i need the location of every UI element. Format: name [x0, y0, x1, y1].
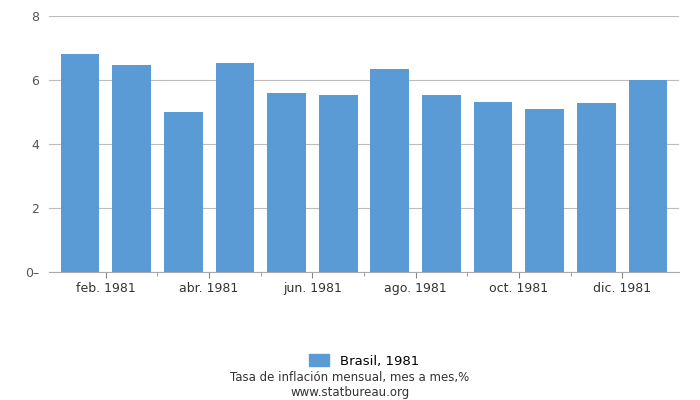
Bar	[216, 63, 254, 272]
Text: Tasa de inflación mensual, mes a mes,%: Tasa de inflación mensual, mes a mes,%	[230, 372, 470, 384]
Bar	[577, 103, 616, 272]
Bar	[370, 69, 410, 272]
Bar	[422, 95, 461, 272]
Bar	[164, 112, 202, 272]
Bar	[318, 95, 358, 272]
Bar	[474, 102, 512, 272]
Bar	[267, 94, 306, 272]
Bar	[61, 54, 99, 272]
Bar	[112, 65, 151, 272]
Text: www.statbureau.org: www.statbureau.org	[290, 386, 410, 399]
Bar	[526, 110, 564, 272]
Bar	[629, 80, 667, 272]
Legend: Brasil, 1981: Brasil, 1981	[304, 349, 424, 373]
